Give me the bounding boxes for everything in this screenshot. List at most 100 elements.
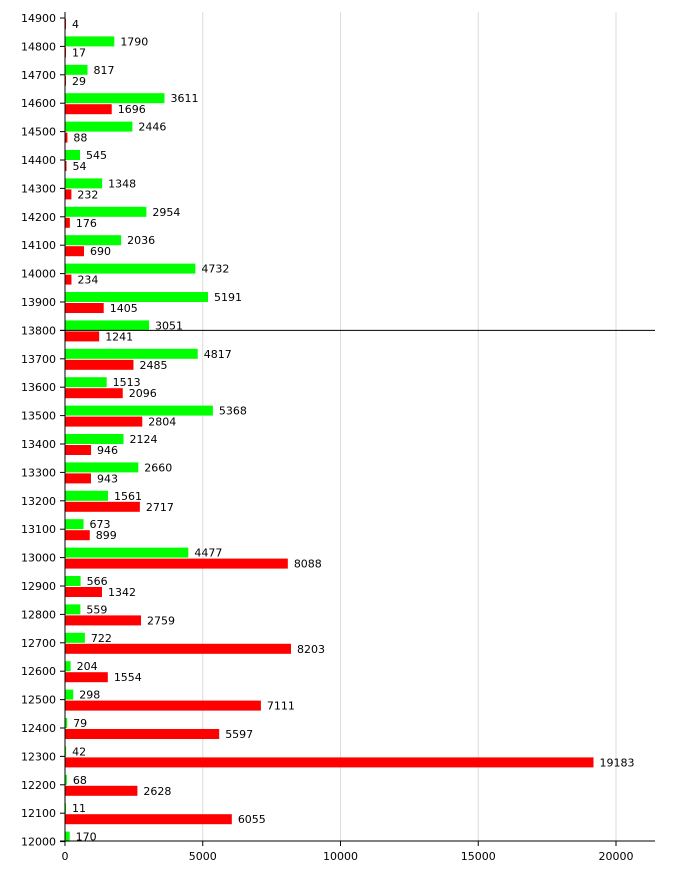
data-label: 8088 — [294, 558, 322, 571]
bar-green — [65, 64, 88, 75]
bar-green — [65, 462, 139, 473]
data-label: 3611 — [170, 92, 198, 105]
bar-red — [65, 359, 134, 370]
data-label: 7111 — [267, 700, 295, 713]
data-label: 2660 — [144, 461, 172, 474]
bar-red — [65, 558, 288, 569]
y-tick-label: 14800 — [21, 40, 56, 53]
bar-red — [65, 132, 68, 143]
y-tick-label: 12800 — [21, 608, 56, 621]
bar-green — [65, 121, 133, 132]
bar-green — [65, 774, 67, 785]
data-label: 298 — [79, 689, 100, 702]
data-label: 817 — [94, 64, 115, 77]
y-tick-label: 13200 — [21, 495, 56, 508]
bar-green — [65, 320, 150, 331]
bar-green — [65, 405, 213, 416]
bar-red — [65, 303, 104, 313]
x-tick-label: 20000 — [599, 850, 634, 863]
y-tick-label: 12100 — [21, 807, 56, 820]
data-label: 1696 — [118, 103, 146, 116]
data-label: 2804 — [148, 416, 176, 429]
bar-green — [65, 576, 81, 586]
y-tick-label: 13800 — [21, 324, 56, 337]
data-label: 19183 — [599, 756, 634, 769]
bar-green — [65, 689, 74, 700]
data-label: 4817 — [204, 348, 232, 361]
data-label: 42 — [72, 745, 86, 758]
bars — [65, 19, 594, 842]
y-tick-label: 13900 — [21, 296, 56, 309]
bar-green — [65, 831, 70, 842]
data-label: 559 — [86, 603, 107, 616]
y-tick-label: 14600 — [21, 97, 56, 110]
y-tick-label: 14300 — [21, 182, 56, 195]
bar-red — [65, 785, 138, 796]
bar-green — [65, 150, 81, 160]
data-label: 1561 — [114, 490, 142, 503]
x-tick-label: 5000 — [189, 850, 217, 863]
bar-green — [65, 93, 165, 104]
data-label: 170 — [76, 831, 97, 844]
data-label: 2717 — [146, 501, 174, 514]
data-label: 3051 — [155, 319, 183, 332]
data-label: 1342 — [108, 586, 136, 599]
data-label: 1513 — [113, 376, 141, 389]
y-tick-label: 12600 — [21, 665, 56, 678]
bar-red — [65, 615, 142, 626]
y-tick-label: 12000 — [21, 836, 56, 849]
bar-green — [65, 206, 147, 217]
bar-green — [65, 490, 109, 501]
y-tick-label: 13000 — [21, 552, 56, 565]
bar-green — [65, 632, 85, 643]
bar-green — [65, 547, 189, 558]
data-label: 17 — [72, 46, 86, 59]
bar-red — [65, 700, 261, 711]
data-label: 6055 — [238, 813, 266, 826]
data-label: 79 — [73, 717, 87, 730]
bar-green — [65, 263, 196, 274]
data-label: 11 — [72, 802, 86, 815]
bar-green — [65, 519, 84, 530]
grid-lines — [202, 12, 617, 841]
data-label: 204 — [77, 660, 98, 673]
bar-red — [65, 473, 91, 484]
y-axis: 14900 14800 14700 14600 14500 14400 14300 14200… — [21, 12, 655, 849]
data-label: 1241 — [105, 330, 133, 343]
y-tick-label: 12300 — [21, 750, 56, 763]
bar-red — [65, 814, 232, 825]
bar-green — [65, 377, 107, 388]
data-label: 2759 — [147, 614, 175, 627]
bar-red — [65, 274, 72, 285]
data-label: 899 — [96, 529, 117, 542]
data-label: 176 — [76, 217, 97, 230]
y-tick-label: 13700 — [21, 353, 56, 366]
data-label: 2036 — [127, 234, 155, 247]
y-tick-label: 14500 — [21, 126, 56, 139]
bar-red — [65, 587, 102, 597]
data-label: 2954 — [152, 206, 180, 219]
y-tick-label: 14900 — [21, 12, 56, 25]
y-tick-label: 13400 — [21, 438, 56, 451]
bar-red — [65, 189, 72, 200]
data-label: 234 — [77, 274, 98, 287]
bar-red — [65, 643, 291, 654]
data-label: 5368 — [219, 405, 247, 418]
bar-green — [65, 36, 115, 47]
y-tick-label: 12900 — [21, 580, 56, 593]
bar-red — [65, 246, 85, 257]
data-label: 54 — [72, 160, 86, 173]
bar-green — [65, 604, 81, 615]
bar-red — [65, 331, 100, 342]
data-label: 1554 — [114, 671, 142, 684]
bar-red — [65, 161, 67, 171]
data-label: 545 — [86, 149, 107, 162]
data-label: 8203 — [297, 643, 325, 656]
data-label: 943 — [97, 472, 118, 485]
data-label: 1405 — [110, 302, 138, 315]
y-tick-label: 13300 — [21, 466, 56, 479]
bar-red — [65, 445, 92, 455]
data-label: 68 — [73, 774, 87, 787]
